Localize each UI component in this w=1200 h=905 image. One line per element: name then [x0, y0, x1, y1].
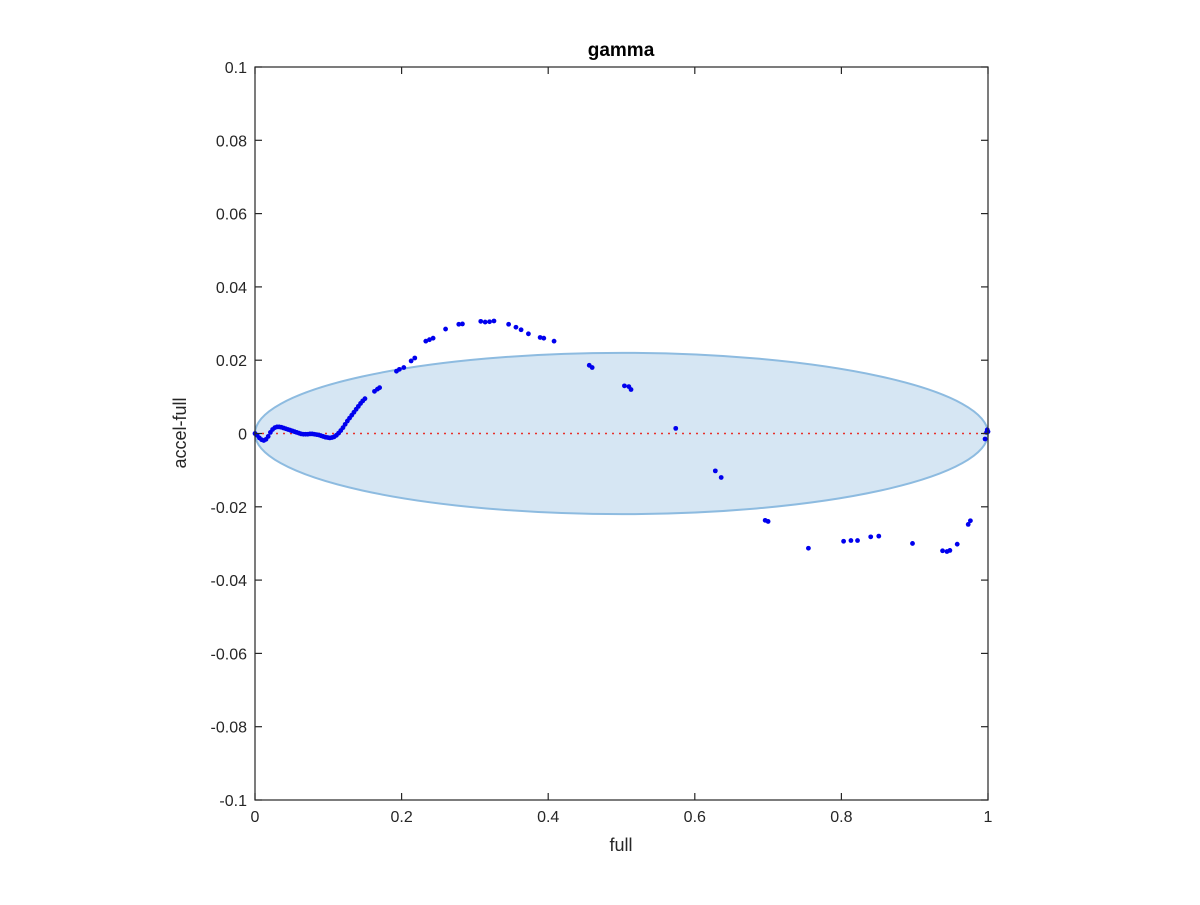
x-tick-label: 0: [251, 809, 260, 826]
data-point: [910, 541, 915, 546]
x-tick-label: 0.6: [684, 809, 706, 826]
data-point: [377, 385, 382, 390]
y-tick-label: 0.1: [225, 60, 247, 77]
data-point: [719, 475, 724, 480]
x-tick-label: 1: [984, 809, 993, 826]
data-point: [629, 387, 634, 392]
data-point: [766, 519, 771, 524]
data-point: [519, 327, 524, 332]
y-tick-label: 0.08: [216, 133, 247, 150]
y-tick-label: -0.1: [219, 793, 247, 810]
y-tick-label: -0.06: [211, 646, 248, 663]
x-axis-label: full: [609, 835, 632, 855]
y-tick-label: 0.02: [216, 353, 247, 370]
data-point: [397, 367, 402, 372]
data-point: [955, 542, 960, 547]
data-point: [713, 468, 718, 473]
data-point: [506, 322, 511, 327]
data-point: [478, 319, 483, 324]
data-point: [487, 319, 492, 324]
y-tick-label: -0.08: [211, 720, 248, 737]
data-point: [483, 320, 488, 325]
data-point: [868, 534, 873, 539]
data-point: [983, 437, 988, 442]
data-point: [431, 336, 436, 341]
y-tick-label: -0.02: [211, 500, 248, 517]
y-tick-label: -0.04: [211, 573, 248, 590]
y-tick-label: 0: [238, 427, 247, 444]
data-point: [552, 339, 557, 344]
data-point: [266, 434, 271, 439]
y-tick-label: 0.06: [216, 207, 247, 224]
chart-title: gamma: [588, 40, 655, 61]
data-point: [514, 325, 519, 330]
y-tick-label: 0.04: [216, 280, 247, 297]
data-point: [590, 365, 595, 370]
data-point: [443, 327, 448, 332]
data-point: [968, 518, 973, 523]
data-point: [940, 548, 945, 553]
y-axis-label: accel-full: [170, 397, 190, 468]
data-point: [673, 426, 678, 431]
data-point: [841, 539, 846, 544]
data-point: [806, 546, 811, 551]
data-point: [401, 365, 406, 370]
data-point: [876, 534, 881, 539]
x-tick-label: 0.8: [830, 809, 852, 826]
data-point: [363, 396, 368, 401]
data-point: [947, 548, 952, 553]
data-point: [412, 356, 417, 361]
data-point: [855, 538, 860, 543]
x-tick-label: 0.4: [537, 809, 559, 826]
data-point: [492, 319, 497, 324]
data-point: [526, 331, 531, 336]
x-tick-label: 0.2: [390, 809, 412, 826]
data-point: [541, 336, 546, 341]
data-point: [849, 538, 854, 543]
data-point: [460, 322, 465, 327]
data-point: [622, 383, 627, 388]
